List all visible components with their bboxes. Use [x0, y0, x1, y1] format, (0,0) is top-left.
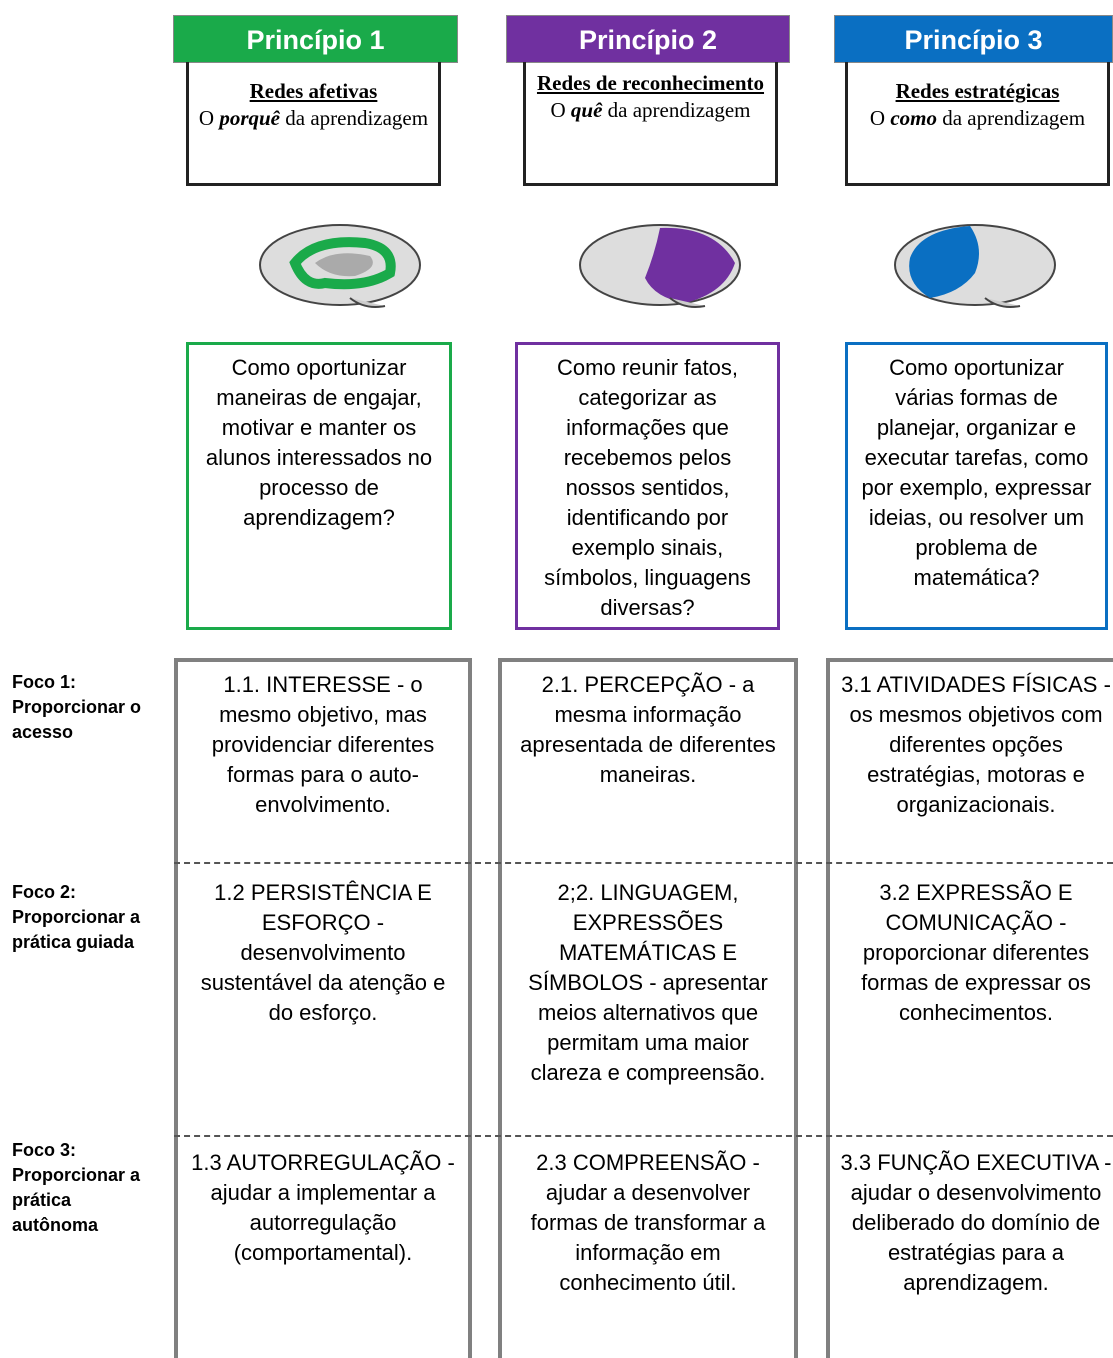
network-name: Redes de reconhecimento: [536, 71, 765, 95]
focus-item: 1.3 AUTORREGULAÇÃO - ajudar a implementa…: [191, 1150, 455, 1265]
focus-description: Proporcionar o acesso: [12, 697, 142, 742]
focus-column: [826, 658, 1113, 1358]
brain-icon: [259, 224, 421, 308]
focus-label: Foco 3: Proporcionar a prática autônoma: [12, 1138, 152, 1238]
principle-header: Princípio 2: [506, 15, 790, 63]
suffix: da aprendizagem: [607, 98, 751, 122]
network-box: Redes de reconhecimento O quê da aprendiz…: [523, 62, 778, 186]
focus-label: Foco 2: Proporcionar a prática guiada: [12, 880, 172, 955]
key-word: como: [890, 106, 937, 130]
focus-item: 2.3 COMPREENSÃO - ajudar a desenvolver f…: [530, 1150, 766, 1295]
focus-description: Proporcionar a prática guiada: [12, 907, 141, 952]
focus-item: 2.1. PERCEPÇÃO - a mesma informação apre…: [520, 672, 776, 787]
key-word: porquê: [219, 106, 280, 130]
prefix: O: [869, 106, 886, 130]
row-divider: [174, 1135, 1113, 1137]
key-word: quê: [570, 98, 603, 122]
suffix: da aprendizagem: [285, 106, 429, 130]
focus-item: 1.2 PERSISTÊNCIA E ESFORÇO - desenvolvim…: [200, 880, 446, 1025]
focus-number: Foco 2:: [12, 882, 77, 902]
network-name: Redes afetivas: [249, 79, 378, 103]
focus-item: 3.2 EXPRESSÃO E COMUNICAÇÃO - proporcion…: [861, 880, 1091, 1025]
focus-description: Proporcionar a prática autônoma: [12, 1165, 141, 1235]
focus-label: Foco 1: Proporcionar o acesso: [12, 670, 152, 745]
focus-column: [498, 658, 798, 1358]
question-box: Como oportunizar maneiras de engajar, mo…: [186, 342, 452, 630]
brain-icon: [894, 224, 1056, 308]
question-box: Como reunir fatos, categorizar as inform…: [515, 342, 780, 630]
question-box: Como oportunizar várias formas de planej…: [845, 342, 1108, 630]
principle-header: Princípio 1: [173, 15, 458, 63]
row-divider: [174, 862, 1113, 864]
focus-number: Foco 1:: [12, 672, 77, 692]
focus-column: [174, 658, 472, 1358]
focus-item: 2;2. LINGUAGEM, EXPRESSÕES MATEMÁTICAS E…: [528, 880, 768, 1085]
prefix: O: [550, 98, 566, 122]
suffix: da aprendizagem: [942, 106, 1086, 130]
brain-icon: [579, 224, 741, 308]
focus-item: 3.1 ATIVIDADES FÍSICAS - os mesmos objet…: [841, 672, 1111, 817]
prefix: O: [198, 106, 215, 130]
focus-item: 1.1. INTERESSE - o mesmo objetivo, mas p…: [211, 672, 435, 817]
focus-item: 3.3 FUNÇÃO EXECUTIVA - ajudar o desenvol…: [840, 1150, 1112, 1295]
network-name: Redes estratégicas: [895, 79, 1060, 103]
network-box: Redes afetivas O porquê da aprendizagem: [186, 62, 441, 186]
principle-header: Princípio 3: [834, 15, 1113, 63]
network-box: Redes estratégicas O como da aprendizagem: [845, 62, 1110, 186]
focus-number: Foco 3:: [12, 1140, 77, 1160]
